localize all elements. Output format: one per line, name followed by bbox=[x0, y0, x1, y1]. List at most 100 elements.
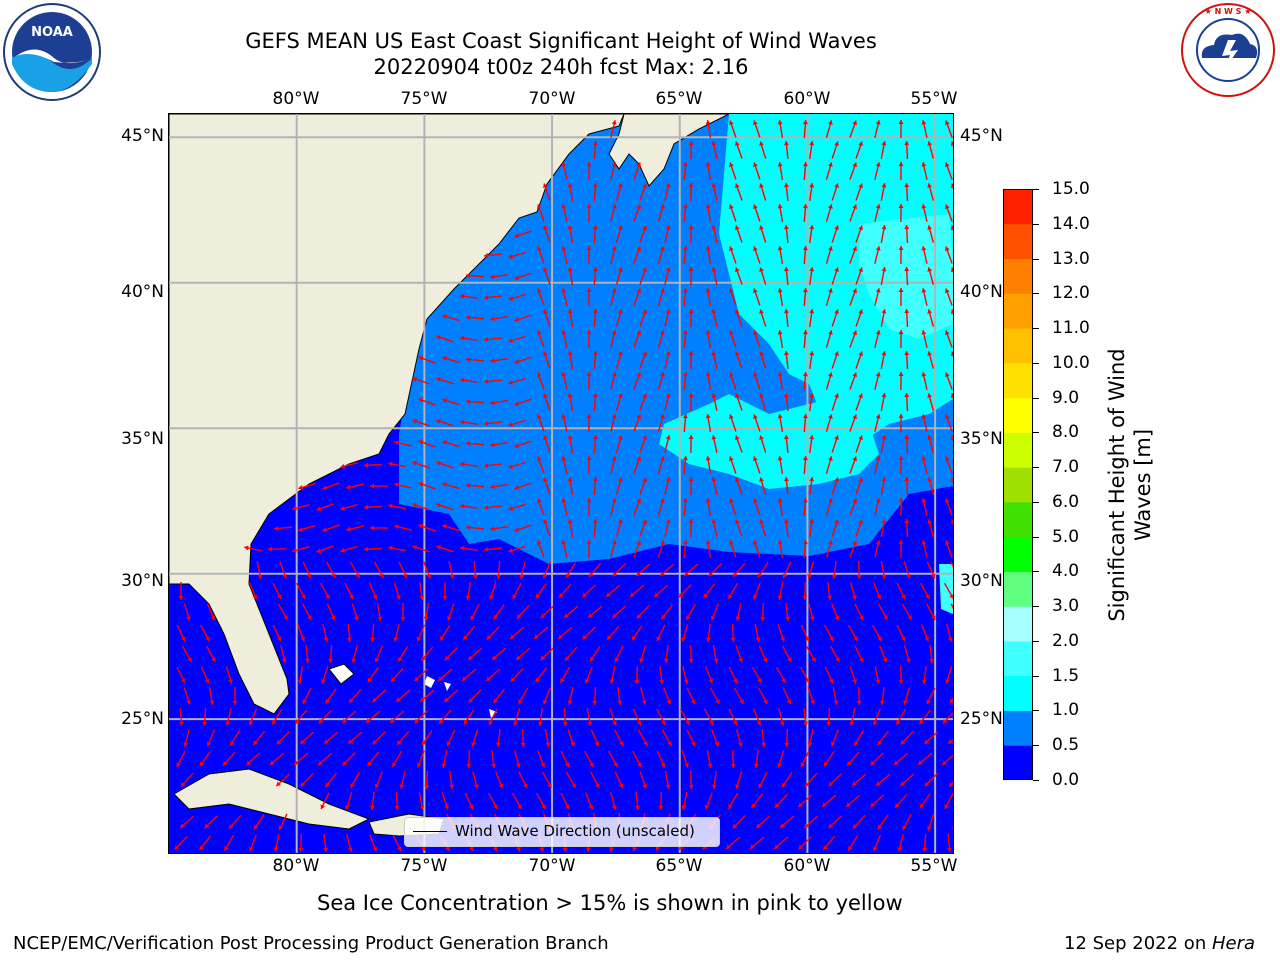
wind-wave-arrow bbox=[729, 204, 737, 222]
wind-wave-arrow bbox=[483, 379, 503, 384]
wind-wave-arrow bbox=[950, 141, 953, 147]
wind-wave-arrow bbox=[586, 539, 592, 559]
wind-wave-arrow bbox=[393, 582, 401, 600]
wind-wave-arrow bbox=[664, 393, 671, 411]
wind-wave-arrow bbox=[465, 441, 485, 447]
lat-tick-left: 35°N bbox=[121, 429, 164, 449]
wind-wave-arrow bbox=[753, 414, 761, 432]
wind-wave-arrow bbox=[567, 729, 575, 747]
wind-wave-arrow bbox=[942, 711, 953, 724]
wind-wave-arrow bbox=[753, 456, 761, 474]
wind-wave-arrow bbox=[533, 626, 549, 640]
wind-wave-arrow bbox=[183, 729, 190, 747]
wind-wave-arrow bbox=[639, 225, 648, 243]
wind-wave-arrow bbox=[705, 162, 712, 180]
wind-wave-arrow bbox=[567, 225, 574, 243]
wind-wave-arrow bbox=[659, 563, 675, 577]
wind-wave-arrow bbox=[944, 456, 953, 474]
wind-wave-arrow bbox=[951, 826, 953, 831]
wind-wave-arrow bbox=[561, 204, 568, 222]
wind-wave-arrow bbox=[777, 246, 784, 264]
wind-wave-arrow bbox=[564, 646, 578, 662]
wind-wave-arrow bbox=[273, 525, 293, 531]
wind-wave-arrow bbox=[944, 498, 953, 516]
wind-wave-arrow bbox=[615, 435, 623, 453]
wind-wave-arrow bbox=[374, 771, 383, 789]
wind-wave-arrow bbox=[541, 771, 553, 789]
colorbar-segment bbox=[1003, 293, 1033, 329]
colorbar-tick-mark bbox=[1033, 223, 1039, 225]
wind-wave-arrow bbox=[855, 309, 864, 327]
sea-ice-note: Sea Ice Concentration > 15% is shown in … bbox=[317, 891, 903, 915]
wind-wave-arrow bbox=[757, 562, 769, 578]
wind-wave-arrow bbox=[904, 350, 910, 370]
wind-wave-arrow bbox=[370, 623, 376, 643]
wind-wave-arrow bbox=[903, 561, 911, 579]
colorbar-tick-label: 13.0 bbox=[1052, 248, 1090, 269]
wind-wave-arrow bbox=[759, 267, 767, 285]
wind-wave-arrow bbox=[657, 246, 665, 264]
wind-wave-arrow bbox=[629, 584, 645, 598]
wind-wave-arrow bbox=[657, 204, 665, 222]
wind-wave-arrow bbox=[729, 456, 737, 474]
wind-wave-arrow bbox=[412, 376, 430, 385]
wind-wave-arrow bbox=[880, 309, 887, 327]
wind-wave-arrow bbox=[416, 750, 425, 768]
wind-wave-arrow bbox=[514, 440, 532, 448]
wind-wave-arrow bbox=[807, 729, 814, 747]
lat-tick-right: 30°N bbox=[960, 571, 1003, 591]
wind-wave-arrow bbox=[272, 624, 282, 642]
colorbar-segment bbox=[1003, 432, 1033, 468]
wind-wave-arrow bbox=[656, 708, 666, 726]
wind-wave-arrow bbox=[729, 120, 737, 138]
wind-wave-arrow bbox=[831, 183, 839, 201]
wind-wave-arrow bbox=[921, 665, 927, 685]
wind-wave-arrow bbox=[232, 686, 238, 706]
wind-wave-arrow bbox=[904, 140, 910, 160]
wind-wave-arrow bbox=[396, 730, 410, 746]
wind-wave-arrow bbox=[560, 750, 570, 768]
wind-wave-arrow bbox=[679, 708, 691, 726]
wind-wave-arrow bbox=[711, 770, 717, 790]
wind-wave-arrow bbox=[586, 455, 592, 475]
wind-wave-arrow bbox=[248, 708, 258, 726]
colorbar-tick-mark bbox=[1033, 293, 1039, 295]
wind-wave-arrow bbox=[637, 729, 649, 747]
wind-wave-arrow bbox=[944, 288, 953, 306]
wind-wave-arrow bbox=[391, 750, 403, 768]
wind-wave-arrow bbox=[850, 582, 857, 600]
wind-wave-arrow bbox=[609, 708, 617, 726]
colorbar-tick-mark bbox=[1033, 606, 1039, 608]
wind-wave-arrow bbox=[895, 708, 907, 726]
wind-wave-arrow bbox=[374, 561, 384, 579]
wind-wave-arrow bbox=[374, 645, 384, 663]
wind-wave-arrow bbox=[753, 540, 761, 558]
colorbar-tick-mark bbox=[1033, 780, 1039, 781]
wind-wave-arrow bbox=[346, 483, 364, 490]
wind-wave-arrow bbox=[927, 435, 935, 453]
wind-wave-arrow bbox=[802, 119, 808, 139]
colorbar-tick-mark bbox=[1033, 536, 1039, 538]
wind-wave-arrow bbox=[711, 309, 718, 327]
wind-wave-arrow bbox=[342, 752, 356, 766]
wind-wave-arrow bbox=[436, 335, 454, 343]
wind-wave-arrow bbox=[831, 603, 840, 621]
wind-wave-arrow bbox=[827, 581, 833, 601]
wind-wave-arrow bbox=[592, 308, 598, 328]
wind-wave-arrow bbox=[225, 708, 232, 726]
wind-wave-arrow bbox=[293, 752, 309, 766]
wind-wave-arrow bbox=[783, 518, 789, 538]
wind-wave-arrow bbox=[206, 645, 216, 663]
wind-wave-arrow bbox=[174, 836, 188, 850]
wind-wave-arrow bbox=[952, 658, 953, 661]
wind-wave-arrow bbox=[871, 624, 883, 642]
wind-wave-arrow bbox=[921, 246, 928, 264]
wind-wave-arrow bbox=[876, 730, 890, 746]
colorbar-tick-mark bbox=[1033, 189, 1039, 190]
wind-wave-arrow bbox=[682, 287, 688, 307]
wind-wave-arrow bbox=[634, 665, 640, 685]
wind-wave-arrow bbox=[710, 603, 719, 621]
wind-wave-arrow bbox=[278, 813, 288, 831]
wind-wave-arrow bbox=[298, 524, 316, 532]
wind-wave-arrow bbox=[950, 603, 953, 610]
